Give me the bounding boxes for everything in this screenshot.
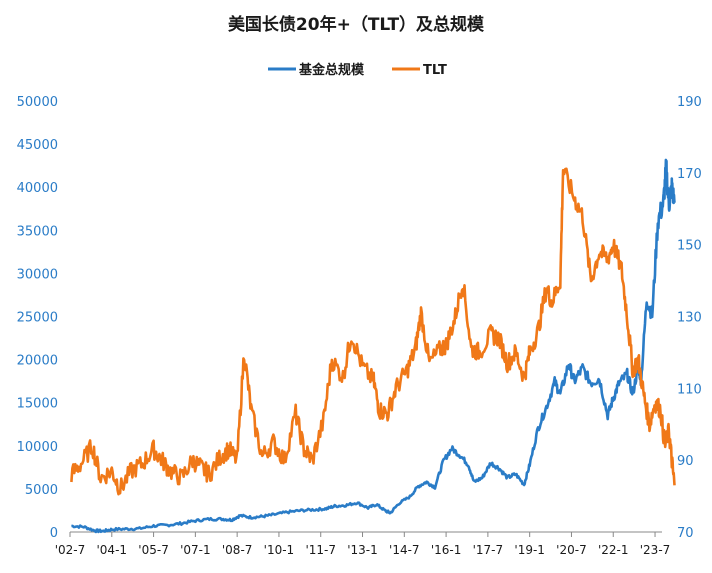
y-left-tick-label: 45000 (17, 138, 58, 153)
chart-title: 美国长债20年+（TLT）及总规模 (228, 14, 485, 35)
x-tick-label: '14-7 (389, 543, 420, 557)
y-right-tick-label: 150 (677, 239, 702, 254)
y-axis-right: 70 90 110 130 150 170 190 (677, 95, 702, 541)
series-line-fund-size (71, 158, 676, 534)
y-right-tick-label: 110 (677, 382, 702, 397)
y-right-tick-label: 130 (677, 311, 702, 326)
x-tick-label: '10-1 (264, 543, 295, 557)
x-tick-label: '19-1 (514, 543, 545, 557)
y-right-tick-label: 190 (677, 95, 702, 110)
x-tick-label: '08-7 (222, 543, 253, 557)
y-left-tick-label: 35000 (17, 224, 58, 239)
y-left-tick-label: 10000 (17, 440, 58, 455)
y-right-tick-label: 90 (677, 454, 694, 469)
y-axis-left: 0 5000 10000 15000 20000 25000 30000 35000 40000… (17, 95, 58, 541)
y-left-tick-label: 20000 (17, 354, 58, 369)
x-tick-label: '22-1 (598, 543, 629, 557)
y-left-tick-label: 40000 (17, 181, 58, 196)
y-left-tick-label: 50000 (17, 95, 58, 110)
y-left-tick-label: 30000 (17, 267, 58, 282)
x-tick-label: '11-7 (305, 543, 336, 557)
y-left-tick-label: 5000 (25, 483, 58, 498)
y-right-tick-label: 170 (677, 167, 702, 182)
x-tick-label: '07-1 (180, 543, 211, 557)
y-left-tick-label: 15000 (17, 397, 58, 412)
x-tick-label: '17-7 (473, 543, 504, 557)
x-tick-label: '13-1 (347, 543, 378, 557)
legend-label-tlt: TLT (423, 63, 447, 78)
y-left-tick-label: 0 (50, 526, 58, 541)
legend-label-fund-size: 基金总规模 (298, 62, 365, 78)
x-axis: '02-7 '04-1 '05-7 '07-1 '08-7 '10-1 '11-7 '13-1… (55, 531, 671, 557)
x-tick-label: '16-1 (431, 543, 462, 557)
plot-area (70, 158, 676, 534)
y-left-tick-label: 25000 (17, 311, 58, 326)
x-tick-label: '20-7 (556, 543, 587, 557)
legend: 基金总规模 TLT (268, 62, 447, 78)
series-line-tlt (70, 167, 676, 496)
x-tick-label: '04-1 (97, 543, 128, 557)
y-right-tick-label: 70 (677, 526, 694, 541)
x-tick-label: '05-7 (138, 543, 169, 557)
x-tick-label: '23-7 (640, 543, 671, 557)
x-tick-label: '02-7 (55, 543, 86, 557)
